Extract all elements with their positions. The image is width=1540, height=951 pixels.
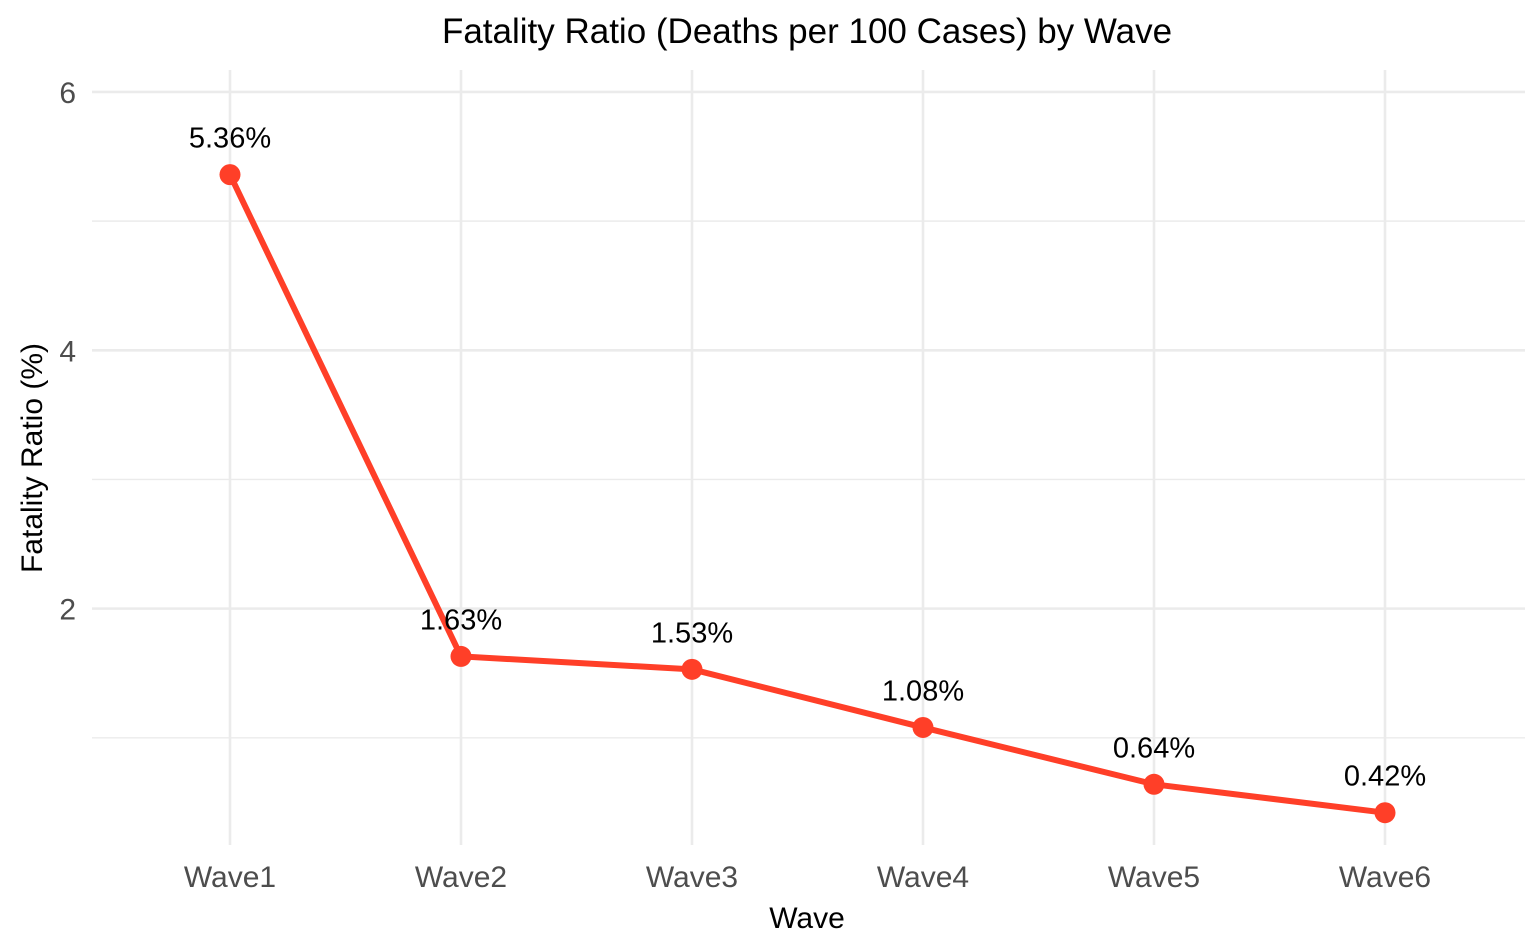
x-tick-label: Wave4 xyxy=(877,861,969,894)
series-layer xyxy=(219,164,1396,824)
data-label: 0.42% xyxy=(1344,761,1426,793)
chart-title: Fatality Ratio (Deaths per 100 Cases) by… xyxy=(442,12,1172,51)
tick-label-layer: 2 4 6 Wave1 Wave2 Wave3 Wave4 Wave5 Wave6 xyxy=(59,77,1431,894)
data-label: 1.53% xyxy=(651,617,733,649)
y-axis-title: Fatality Ratio (%) xyxy=(16,343,49,573)
x-tick-label: Wave3 xyxy=(646,861,738,894)
x-tick-label: Wave1 xyxy=(184,861,276,894)
data-label: 0.64% xyxy=(1113,732,1195,764)
y-tick-label: 2 xyxy=(59,594,76,627)
x-tick-label: Wave2 xyxy=(415,861,507,894)
data-label: 1.08% xyxy=(882,675,964,707)
x-axis-title: Wave xyxy=(769,902,845,935)
data-point xyxy=(219,164,241,186)
x-tick-label: Wave6 xyxy=(1339,861,1431,894)
y-tick-label: 4 xyxy=(59,335,76,368)
x-tick-label: Wave5 xyxy=(1108,861,1200,894)
grid-layer xyxy=(92,70,1525,845)
data-point xyxy=(681,658,703,680)
series-line xyxy=(227,171,1388,816)
data-point xyxy=(1143,773,1165,795)
data-point xyxy=(912,716,934,738)
data-label-layer: 5.36% 1.63% 1.53% 1.08% 0.64% 0.42% xyxy=(189,123,1426,793)
y-tick-label: 6 xyxy=(59,77,76,110)
data-point xyxy=(1374,802,1396,824)
data-label: 1.63% xyxy=(420,604,502,636)
data-point xyxy=(450,645,472,667)
data-label: 5.36% xyxy=(189,123,271,155)
